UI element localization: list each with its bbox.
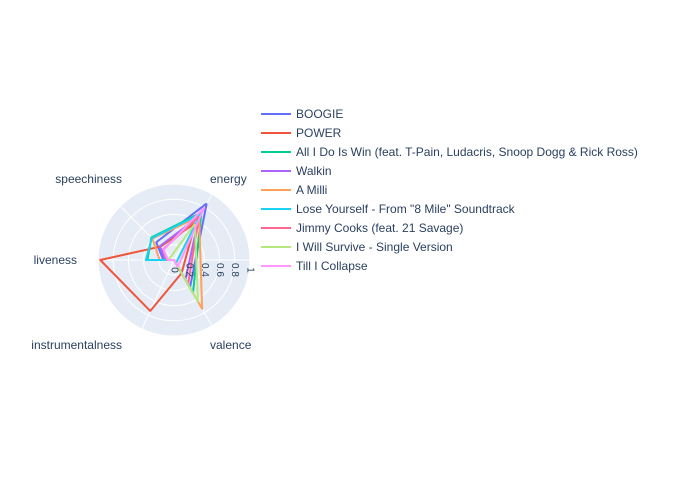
axis-label-energy: energy <box>210 172 247 186</box>
spoke-instrumentalness <box>141 259 175 330</box>
axis-labels: energy speechiness liveness instrumentalnes… <box>31 172 251 352</box>
legend-item[interactable]: Till I Collapse <box>261 259 368 273</box>
radial-tick-label: 0.2 <box>184 263 195 277</box>
legend-item[interactable]: Jimmy Cooks (feat. 21 Savage) <box>261 221 463 235</box>
series-layer <box>99 202 208 312</box>
radial-tick-label: 1 <box>244 267 255 273</box>
axis-label-instrumentalness: instrumentalness <box>31 338 122 352</box>
series-line-5 <box>144 213 202 265</box>
axis-label-valence: valence <box>210 338 252 352</box>
legend-label: Jimmy Cooks (feat. 21 Savage) <box>296 221 463 235</box>
legend-label: Lose Yourself - From "8 Mile" Soundtrack <box>296 202 516 216</box>
legend-label: BOOGIE <box>296 107 343 121</box>
radial-tick-label: 0 <box>168 267 179 273</box>
radial-tick-label: 0.8 <box>229 263 240 277</box>
legend-label: Till I Collapse <box>296 259 368 273</box>
axis-label-speechiness: speechiness <box>55 172 122 186</box>
legend: BOOGIE POWER All I Do Is Win (feat. T-Pain… <box>261 107 638 273</box>
legend-label: A Milli <box>296 183 327 197</box>
series-line-1 <box>99 222 197 312</box>
radial-tick-labels: 0 0.2 0.4 0.6 0.8 1 <box>168 263 255 277</box>
legend-item[interactable]: All I Do Is Win (feat. T-Pain, Ludacris,… <box>261 145 638 159</box>
legend-item[interactable]: I Will Survive - Single Version <box>261 240 453 254</box>
radial-tick-label: 0.4 <box>199 263 210 277</box>
series-line-8 <box>162 206 206 268</box>
legend-item[interactable]: POWER <box>261 126 342 140</box>
axis-label-liveness: liveness <box>34 253 77 267</box>
legend-label: Walkin <box>296 164 332 178</box>
legend-item[interactable]: A Milli <box>261 183 327 197</box>
legend-label: POWER <box>296 126 342 140</box>
legend-label: I Will Survive - Single Version <box>296 240 453 254</box>
legend-item[interactable]: BOOGIE <box>261 107 343 121</box>
legend-item[interactable]: Lose Yourself - From "8 Mile" Soundtrack <box>261 202 516 216</box>
legend-label: All I Do Is Win (feat. T-Pain, Ludacris,… <box>296 145 638 159</box>
legend-item[interactable]: Walkin <box>261 164 332 178</box>
radial-tick-label: 0.6 <box>214 263 225 277</box>
